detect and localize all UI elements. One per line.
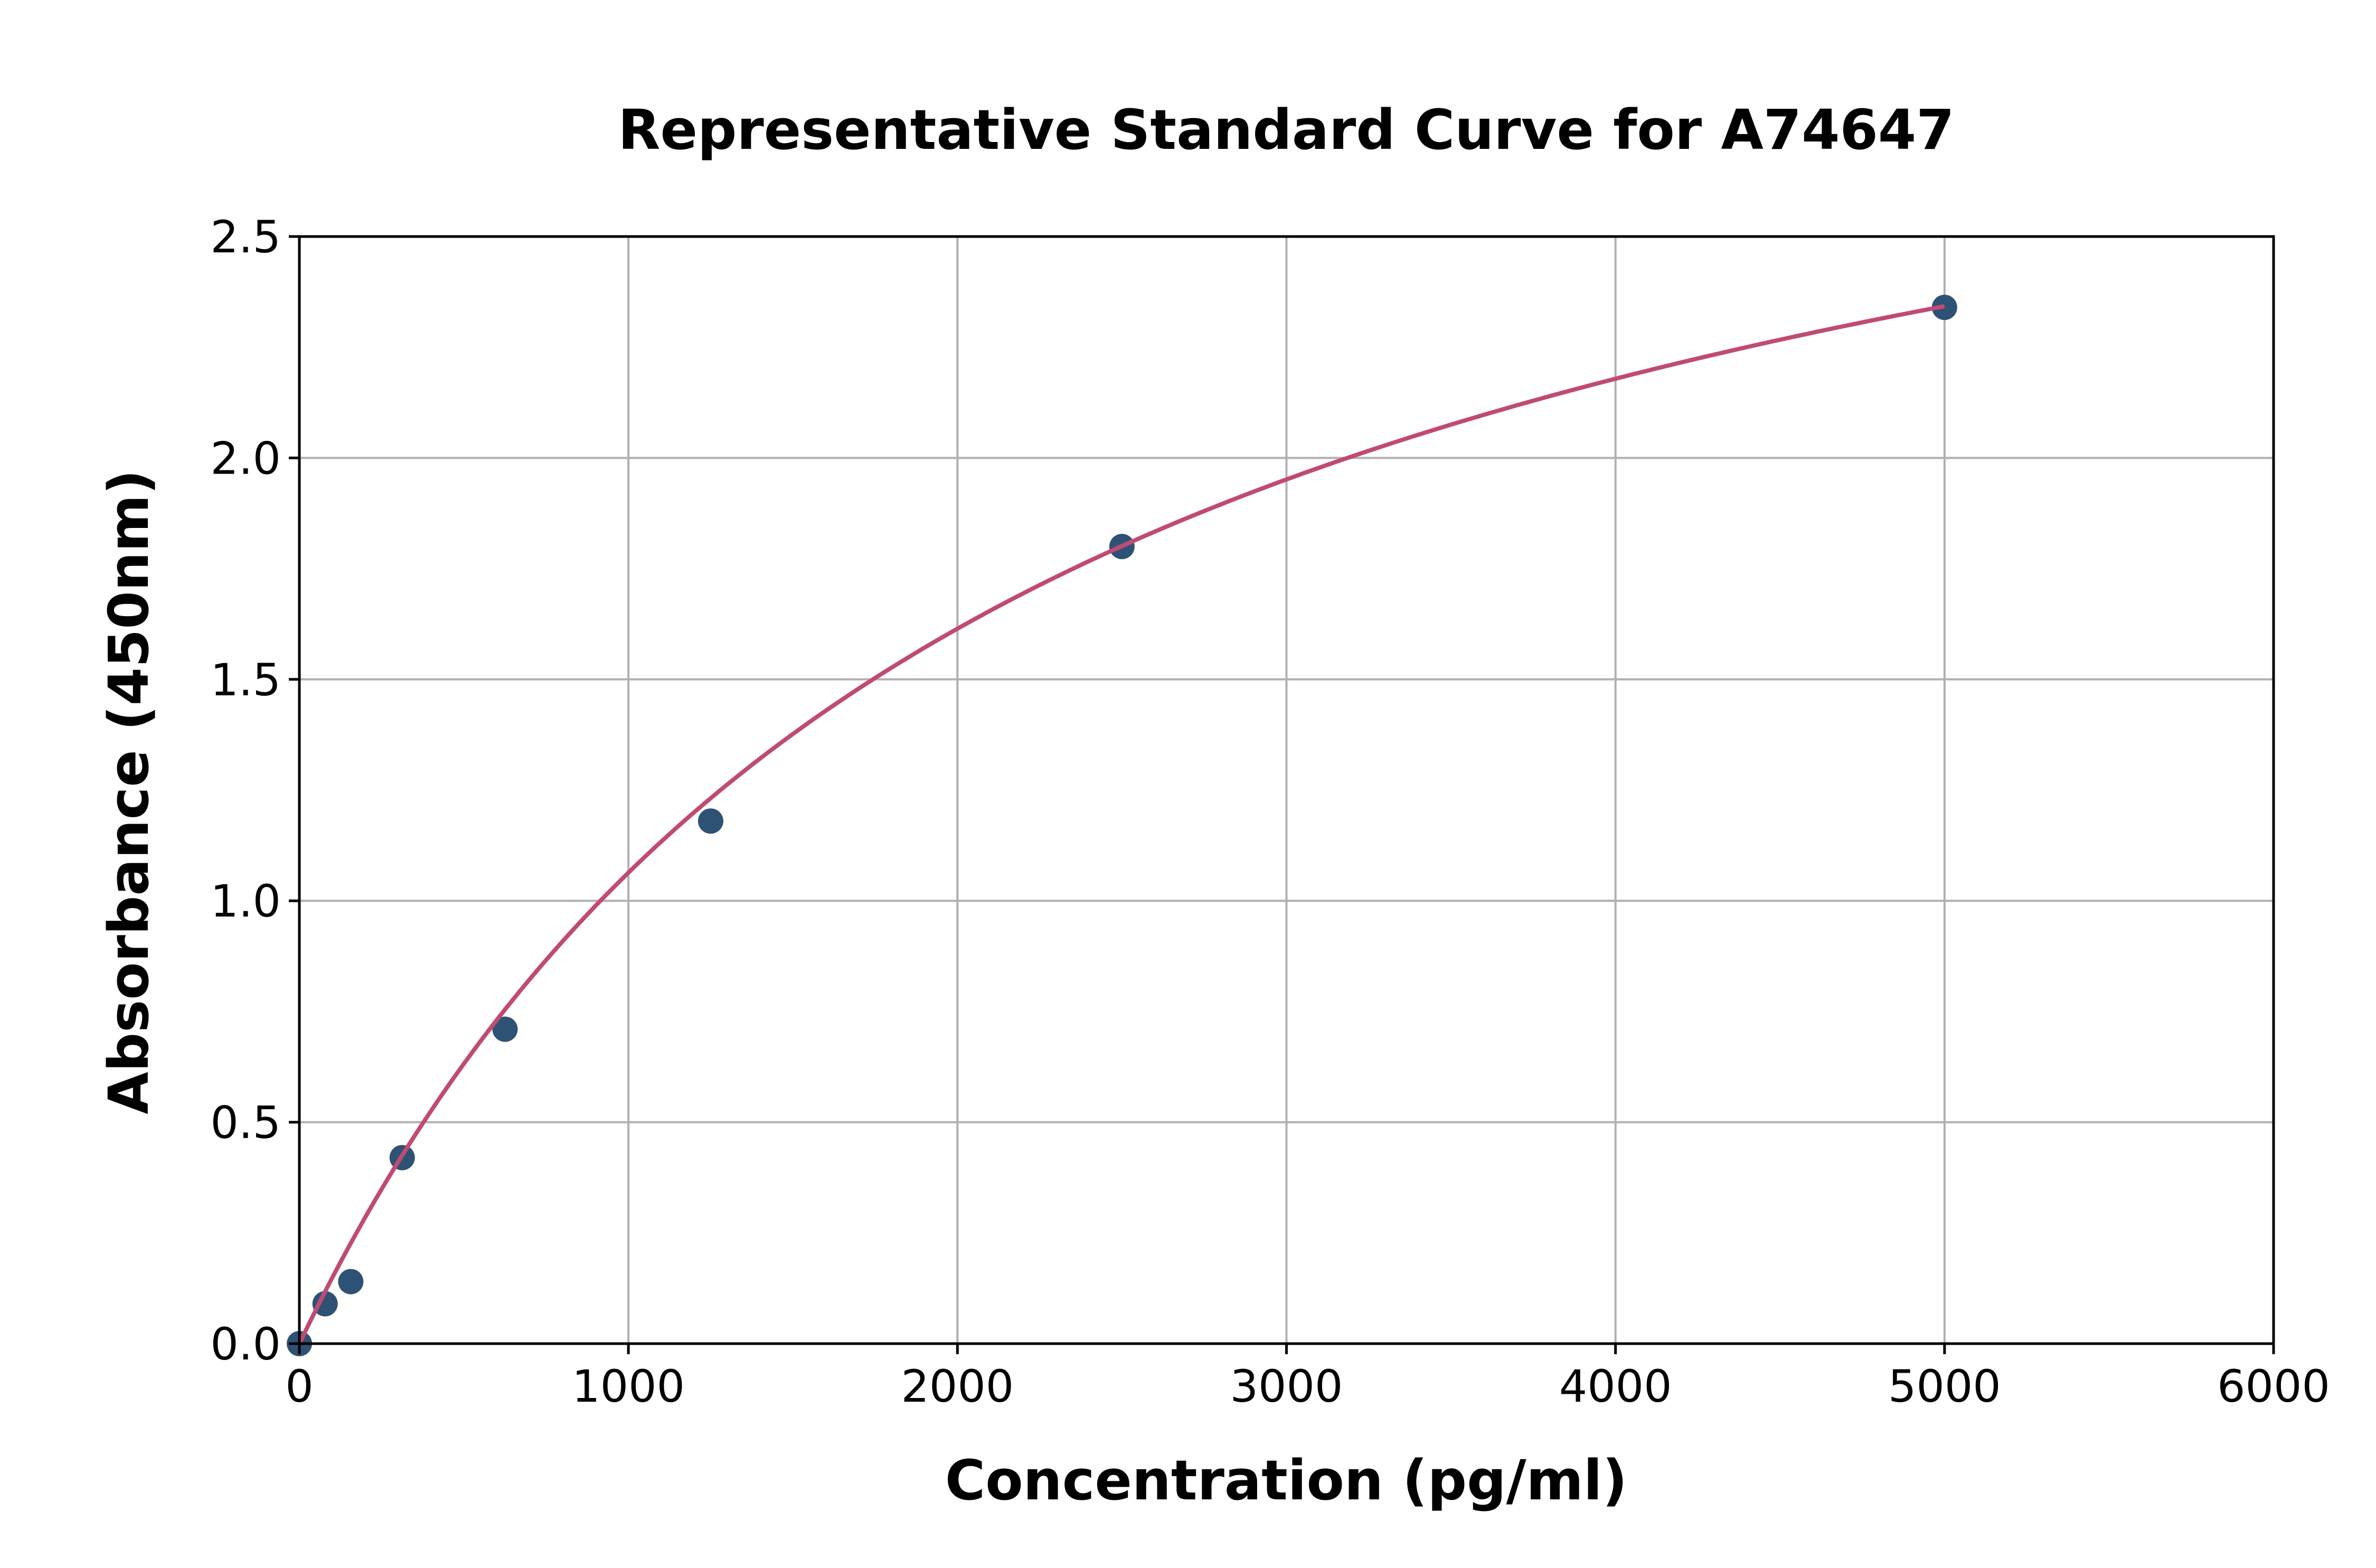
data-point: [338, 1269, 364, 1295]
y-tick-label: 0.5: [210, 1097, 281, 1149]
x-axis-ticks: 0 1000 2000 3000 4000 5000 6000: [285, 1344, 2330, 1412]
y-axis-label: Absorbance (450nm): [97, 469, 161, 1114]
y-tick-label: 2.5: [210, 211, 281, 263]
fit-curve-group: [297, 304, 1945, 1345]
x-tick-label: 2000: [901, 1361, 1014, 1412]
y-tick-label: 0.0: [210, 1318, 281, 1370]
x-tick-label: 1000: [572, 1361, 685, 1412]
x-tick-label: 5000: [1888, 1361, 2001, 1412]
y-tick-label: 2.0: [210, 432, 281, 484]
fit-curve: [297, 304, 1945, 1345]
y-tick-label: 1.0: [210, 875, 281, 927]
chart-title: Representative Standard Curve for A74647: [618, 98, 1954, 162]
y-axis-ticks: 0.0 0.5 1.0 1.5 2.0 2.5: [210, 211, 299, 1370]
x-tick-label: 4000: [1559, 1361, 1672, 1412]
data-point: [697, 808, 723, 834]
x-tick-label: 6000: [2217, 1361, 2330, 1412]
data-point: [492, 1016, 518, 1042]
y-tick-label: 1.5: [210, 654, 281, 706]
x-axis-label: Concentration (pg/ml): [945, 1448, 1627, 1513]
x-tick-label: 0: [285, 1361, 313, 1412]
data-points: [287, 295, 1957, 1356]
x-tick-label: 3000: [1230, 1361, 1343, 1412]
data-point: [312, 1291, 338, 1317]
grid: [298, 235, 2275, 1345]
